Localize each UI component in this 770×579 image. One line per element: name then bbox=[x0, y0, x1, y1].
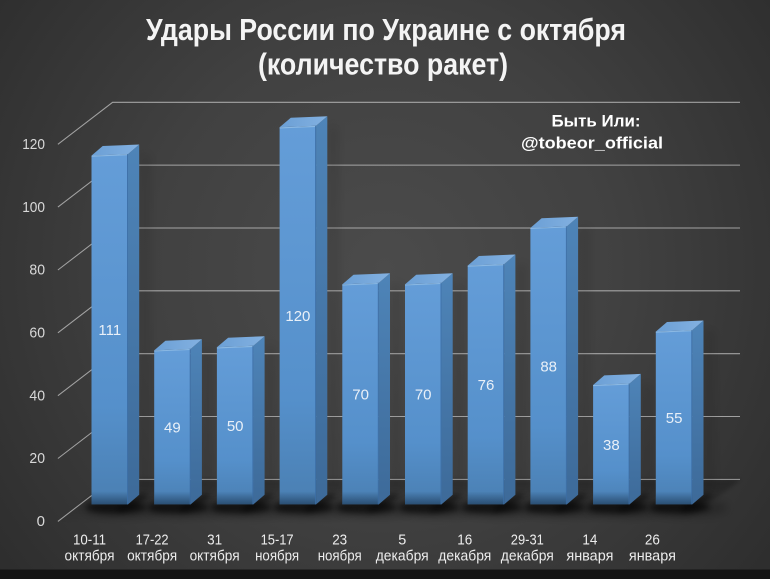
svg-text:декабря: декабря bbox=[376, 548, 429, 565]
svg-text:15-17: 15-17 bbox=[261, 532, 294, 549]
svg-text:80: 80 bbox=[29, 262, 45, 279]
svg-text:23: 23 bbox=[332, 532, 347, 549]
svg-text:70: 70 bbox=[415, 387, 432, 404]
svg-text:января: января bbox=[629, 548, 676, 565]
svg-text:января: января bbox=[566, 548, 613, 565]
svg-text:26: 26 bbox=[645, 532, 660, 549]
svg-text:декабря: декабря bbox=[501, 548, 554, 565]
svg-text:100: 100 bbox=[22, 199, 45, 216]
svg-text:38: 38 bbox=[603, 437, 620, 454]
svg-text:(количество ракет): (количество ракет) bbox=[258, 47, 508, 82]
svg-text:ноября: ноября bbox=[318, 548, 362, 565]
svg-text:14: 14 bbox=[582, 532, 597, 549]
svg-text:декабря: декабря bbox=[438, 548, 491, 565]
svg-text:50: 50 bbox=[227, 418, 244, 435]
svg-text:111: 111 bbox=[98, 322, 121, 339]
svg-text:31: 31 bbox=[207, 532, 222, 549]
svg-text:120: 120 bbox=[285, 308, 310, 325]
svg-text:ноября: ноября bbox=[255, 548, 299, 565]
svg-text:40: 40 bbox=[29, 387, 45, 404]
svg-text:49: 49 bbox=[164, 420, 181, 437]
svg-text:октября: октября bbox=[190, 548, 240, 565]
svg-text:октября: октября bbox=[65, 548, 115, 565]
svg-text:5: 5 bbox=[398, 532, 406, 549]
svg-text:88: 88 bbox=[540, 358, 557, 375]
svg-text:@tobeor_official: @tobeor_official bbox=[521, 134, 663, 153]
svg-text:16: 16 bbox=[457, 532, 472, 549]
svg-text:10-11: 10-11 bbox=[73, 532, 106, 549]
svg-text:0: 0 bbox=[37, 513, 45, 530]
svg-text:17-22: 17-22 bbox=[136, 532, 169, 549]
svg-text:29-31: 29-31 bbox=[511, 532, 544, 549]
svg-text:Удары России по Украине с октя: Удары России по Украине с октября bbox=[146, 12, 626, 47]
svg-text:Быть Или:: Быть Или: bbox=[552, 112, 641, 131]
svg-text:60: 60 bbox=[29, 325, 45, 342]
svg-text:октября: октября bbox=[127, 548, 177, 565]
svg-text:70: 70 bbox=[352, 387, 369, 404]
svg-text:76: 76 bbox=[478, 377, 495, 394]
svg-text:20: 20 bbox=[29, 450, 45, 467]
svg-text:120: 120 bbox=[22, 136, 45, 153]
svg-text:55: 55 bbox=[666, 410, 683, 427]
